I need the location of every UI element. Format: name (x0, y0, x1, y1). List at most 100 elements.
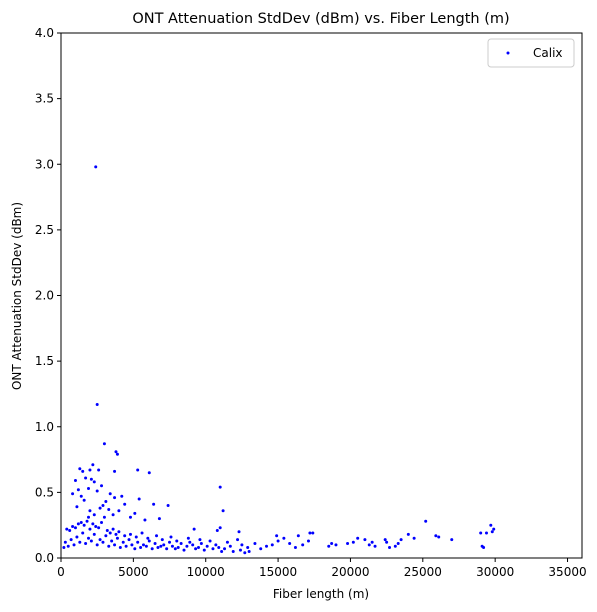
data-point (123, 534, 127, 538)
data-point (94, 165, 98, 169)
data-point (393, 544, 397, 548)
data-point (247, 549, 251, 553)
data-point (385, 540, 389, 544)
data-point (121, 540, 125, 544)
data-point (175, 539, 179, 543)
data-point (160, 538, 164, 542)
data-point (79, 494, 83, 498)
data-point (110, 539, 114, 543)
data-point (424, 519, 428, 523)
data-point (81, 531, 85, 535)
data-point (231, 549, 235, 553)
data-point (370, 540, 374, 544)
data-point (65, 527, 69, 531)
data-point (69, 538, 73, 542)
data-point (346, 542, 350, 546)
data-point (479, 531, 483, 535)
data-point (490, 530, 494, 534)
data-point (214, 543, 218, 547)
data-point (102, 515, 106, 519)
data-point (383, 538, 387, 542)
data-point (202, 548, 206, 552)
data-point (152, 502, 156, 506)
data-points (62, 165, 496, 555)
data-point (275, 534, 279, 538)
data-point (85, 519, 89, 523)
data-point (194, 547, 198, 551)
y-tick-label: 3.5 (35, 92, 54, 106)
data-point (159, 544, 163, 548)
data-point (124, 544, 128, 548)
data-point (92, 532, 96, 536)
data-point (179, 542, 183, 546)
data-point (150, 547, 154, 551)
legend-marker-calix (506, 51, 510, 55)
x-tick-label: 25000 (404, 565, 442, 579)
data-point (363, 538, 367, 542)
data-point (101, 540, 105, 544)
data-point (76, 522, 80, 526)
data-point (246, 546, 250, 549)
data-point (311, 531, 315, 535)
data-point (88, 509, 92, 513)
data-point (107, 507, 111, 511)
chart-title: ONT Attenuation StdDev (dBm) vs. Fiber L… (132, 11, 509, 27)
data-point (186, 536, 190, 540)
data-point (143, 518, 147, 522)
data-point (191, 543, 195, 547)
data-point (169, 535, 173, 539)
legend: Calix (487, 38, 575, 68)
y-tick-label: 1.5 (35, 354, 54, 368)
data-point (115, 452, 119, 456)
data-point (88, 527, 92, 531)
data-point (288, 542, 292, 546)
y-tick-label: 4.0 (35, 26, 54, 40)
x-axis-label: Fiber length (m) (273, 587, 369, 601)
data-point (81, 469, 85, 473)
data-point (334, 543, 338, 547)
data-point (217, 546, 221, 549)
data-point (98, 538, 102, 542)
data-point (198, 538, 202, 542)
data-point (71, 492, 75, 496)
data-point (114, 450, 118, 454)
data-point (92, 513, 96, 517)
data-point (114, 532, 118, 536)
data-point (301, 543, 305, 547)
data-point (192, 527, 196, 531)
x-tick-label: 5000 (118, 565, 149, 579)
data-point (396, 542, 400, 546)
data-point (240, 543, 244, 547)
data-point (141, 543, 145, 547)
data-point (97, 468, 101, 472)
data-point (130, 543, 134, 547)
data-point (330, 542, 334, 546)
data-point (84, 542, 88, 546)
data-point (134, 535, 138, 539)
data-point (236, 538, 240, 542)
data-point (137, 497, 141, 501)
data-point (87, 536, 90, 540)
data-point (75, 535, 79, 539)
data-point (136, 468, 140, 472)
data-point (484, 531, 488, 535)
data-point (155, 534, 159, 538)
data-point (76, 488, 80, 492)
data-point (115, 536, 119, 540)
data-point (482, 546, 486, 549)
data-point (157, 517, 161, 521)
data-point (111, 513, 115, 517)
data-point (133, 511, 137, 515)
data-point (173, 547, 177, 551)
data-point (97, 526, 101, 530)
x-tick-label: 10000 (187, 565, 225, 579)
data-point (196, 546, 200, 549)
plot-area (61, 33, 582, 558)
data-point (62, 546, 66, 549)
data-point (102, 442, 106, 446)
data-point (188, 540, 192, 544)
data-point (153, 542, 157, 546)
data-point (75, 505, 79, 509)
data-point (63, 540, 67, 544)
